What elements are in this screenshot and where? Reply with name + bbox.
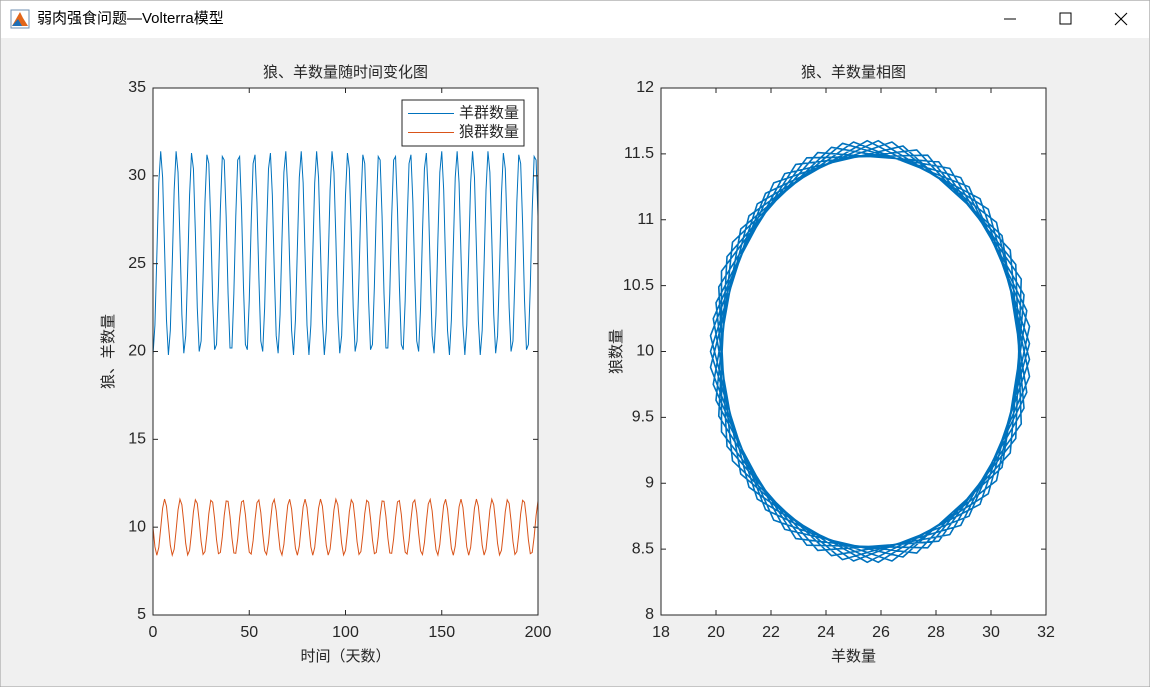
y-tick-label: 11 (637, 211, 654, 228)
x-tick-label: 100 (332, 624, 359, 641)
close-button[interactable] (1114, 12, 1128, 26)
y-tick-label: 10 (636, 343, 654, 360)
x-tick-label: 18 (652, 624, 670, 641)
data-line (153, 497, 538, 558)
window-title: 弱肉强食问题—Volterra模型 (37, 10, 224, 27)
x-axis-label: 时间（天数） (300, 647, 390, 665)
legend-label: 羊群数量 (459, 104, 519, 122)
y-tick-label: 9.5 (632, 409, 654, 426)
phase-line (709, 139, 1031, 564)
legend-box (401, 99, 525, 147)
plot-lines (153, 151, 538, 558)
y-tick-label: 35 (128, 79, 146, 96)
title-bar (1, 1, 1149, 38)
x-tick-label: 30 (982, 624, 1000, 641)
y-tick-label: 9 (645, 474, 654, 491)
chart-title: 狼、羊数量随时间变化图 (263, 63, 428, 81)
x-tick-label: 50 (240, 624, 258, 641)
y-tick-label: 15 (128, 431, 146, 448)
data-line (153, 151, 538, 356)
y-tick-label: 11.5 (624, 145, 654, 162)
x-tick-label: 32 (1037, 624, 1055, 641)
y-tick-label: 12 (636, 79, 654, 96)
y-tick-label: 8.5 (632, 540, 654, 557)
maximize-button[interactable] (1059, 12, 1072, 25)
plot-area (153, 88, 538, 615)
x-tick-label: 28 (927, 624, 945, 641)
x-axis-label: 羊数量 (831, 647, 876, 665)
x-tick-label: 20 (707, 624, 725, 641)
x-tick-label: 0 (149, 624, 158, 641)
plot-area (661, 88, 1046, 615)
app-icon (10, 9, 30, 29)
x-tick-label: 26 (872, 624, 890, 641)
chart-title: 狼、羊数量相图 (801, 63, 906, 81)
legend-label: 狼群数量 (459, 123, 519, 141)
y-tick-label: 10.5 (623, 277, 654, 294)
y-tick-label: 30 (128, 167, 146, 184)
y-tick-label: 10 (128, 518, 146, 535)
x-tick-label: 22 (762, 624, 780, 641)
x-tick-label: 150 (428, 624, 455, 641)
y-tick-label: 5 (137, 606, 146, 623)
y-tick-label: 25 (128, 255, 146, 272)
y-axis-label: 狼数量 (607, 329, 625, 374)
plot-lines (709, 139, 1031, 564)
y-axis-label: 狼、羊数量 (99, 314, 117, 389)
y-tick-label: 8 (645, 606, 654, 623)
x-tick-label: 200 (525, 624, 552, 641)
y-tick-label: 20 (128, 343, 146, 360)
x-tick-label: 24 (817, 624, 835, 641)
